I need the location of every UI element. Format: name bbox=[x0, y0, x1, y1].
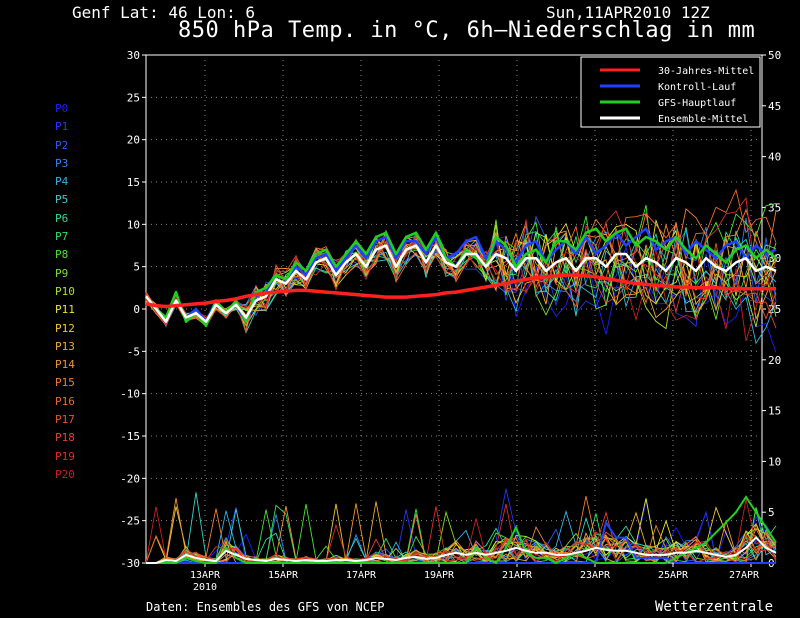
y-left-tick-label: -25 bbox=[120, 515, 140, 528]
member-label: P14 bbox=[55, 358, 75, 372]
y-left-tick-label: 20 bbox=[127, 134, 140, 147]
x-tick-label: 23APR bbox=[580, 570, 611, 581]
legend-label: 30-Jahres-Mittel bbox=[658, 66, 754, 77]
x-tick-label: 25APR bbox=[658, 570, 689, 581]
x-tick-label: 15APR bbox=[268, 570, 299, 581]
y-left-tick-label: 15 bbox=[127, 176, 140, 189]
precip-line-ensemble-mittel bbox=[146, 536, 777, 564]
y-right-tick-label: 5 bbox=[768, 506, 775, 519]
legend-label: GFS-Hauptlauf bbox=[658, 98, 736, 109]
y-right-tick-label: 45 bbox=[768, 100, 781, 113]
x-tick-label: 21APR bbox=[502, 570, 533, 581]
y-right-tick-label: 50 bbox=[768, 49, 781, 62]
member-label: P12 bbox=[55, 321, 75, 335]
member-label: P0 bbox=[55, 102, 69, 115]
y-left-tick-label: -15 bbox=[120, 430, 140, 443]
y-left-tick-label: 25 bbox=[127, 91, 140, 104]
run-datetime: Sun,11APR2010 12Z bbox=[546, 3, 710, 22]
member-label: P20 bbox=[55, 467, 75, 481]
y-left-tick-label: -5 bbox=[127, 345, 140, 358]
member-label: P11 bbox=[55, 303, 75, 317]
member-label: P16 bbox=[55, 394, 75, 408]
series-lines bbox=[145, 227, 777, 565]
member-label: P2 bbox=[55, 138, 69, 152]
member-label: P7 bbox=[55, 230, 69, 244]
x-tick-label: 13APR bbox=[190, 570, 221, 581]
member-label: P3 bbox=[55, 156, 69, 170]
x-tick-label: 17APR bbox=[346, 570, 377, 581]
precip-line-gfs-hauptlauf bbox=[146, 495, 777, 565]
legend: 30-Jahres-Mittel Kontroll-Lauf GFS-Hauptla… bbox=[580, 56, 761, 128]
temp-line-30-jahres-mittel bbox=[145, 273, 776, 309]
member-label: P18 bbox=[55, 431, 75, 445]
member-precip-line bbox=[146, 503, 777, 564]
member-label: P17 bbox=[55, 413, 75, 427]
data-credit: Daten: Ensembles des GFS von NCEP bbox=[146, 600, 385, 614]
temp-line-ensemble-mittel bbox=[145, 244, 777, 323]
member-label: P9 bbox=[55, 266, 69, 280]
y-right-tick-label: 40 bbox=[768, 151, 781, 164]
x-tick-label: 19APR bbox=[424, 570, 455, 581]
y-left-tick-label: 0 bbox=[133, 303, 140, 316]
y-left-tick-label: -10 bbox=[120, 388, 140, 401]
member-label: P4 bbox=[55, 175, 69, 189]
y-left-tick-label: 5 bbox=[133, 261, 140, 274]
brand-label: Wetterzentrale bbox=[655, 599, 774, 615]
y-left-tick-label: -30 bbox=[120, 557, 140, 570]
location-label: Genf Lat: 46 Lon: 6 bbox=[72, 3, 256, 22]
member-label: P6 bbox=[55, 211, 69, 225]
x-tick-label: 27APR bbox=[729, 570, 760, 581]
chart-title: 850 hPa Temp. in °C, 6h–Niederschlag in … bbox=[178, 18, 756, 43]
x-axis: 13APR 15APR 17APR 19APR 21APR 23APR 25APR 27APR… bbox=[190, 563, 760, 593]
member-label: P19 bbox=[55, 449, 75, 463]
y-left-tick-label: 10 bbox=[127, 218, 140, 231]
legend-label: Ensemble-Mittel bbox=[658, 114, 748, 125]
legend-label: Kontroll-Lauf bbox=[658, 82, 736, 93]
y-right-tick-label: 20 bbox=[768, 354, 781, 367]
member-list: P0 P1 P2 P3 P4 P5 P6 P7 P8 P9 P10 P11 P12 P13 P14 P15 P1… bbox=[55, 100, 75, 484]
y-left-tick-label: -20 bbox=[120, 472, 140, 485]
member-label: P13 bbox=[55, 339, 75, 353]
y-axis-left: 30 25 20 15 10 5 0 -5 -10 -15 -20 -25 -30 bbox=[120, 49, 146, 570]
member-label: P15 bbox=[55, 376, 75, 390]
y-right-tick-label: 10 bbox=[768, 455, 781, 468]
x-tick-sublabel: 2010 bbox=[193, 582, 217, 593]
y-left-tick-label: 30 bbox=[127, 49, 140, 62]
member-label: P5 bbox=[55, 193, 69, 207]
member-label: P10 bbox=[55, 284, 75, 298]
y-right-tick-label: 15 bbox=[768, 405, 781, 418]
member-label: P8 bbox=[55, 248, 69, 262]
member-label: P1 bbox=[55, 120, 69, 134]
